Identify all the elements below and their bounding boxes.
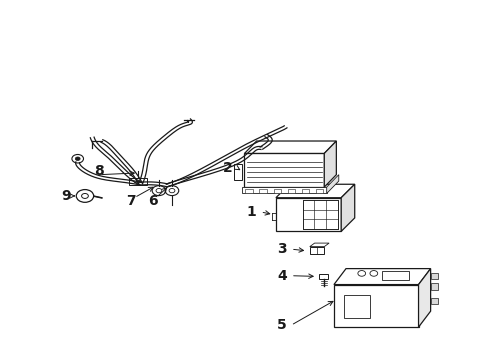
- Text: 3: 3: [277, 242, 286, 256]
- Polygon shape: [430, 298, 437, 304]
- Polygon shape: [233, 164, 242, 180]
- Bar: [245, 189, 253, 193]
- Bar: [129, 178, 146, 185]
- Text: 1: 1: [246, 205, 256, 219]
- Bar: [333, 284, 418, 327]
- Bar: [382, 271, 408, 280]
- Bar: [244, 153, 324, 187]
- Polygon shape: [309, 243, 328, 247]
- Text: 5: 5: [277, 318, 286, 332]
- Bar: [302, 200, 337, 229]
- Polygon shape: [341, 184, 354, 231]
- Polygon shape: [326, 175, 338, 193]
- Bar: [259, 189, 266, 193]
- Polygon shape: [275, 184, 354, 198]
- Polygon shape: [244, 141, 336, 153]
- Bar: [242, 187, 326, 193]
- Polygon shape: [324, 141, 336, 187]
- Polygon shape: [418, 269, 430, 327]
- Text: 7: 7: [126, 194, 136, 208]
- Text: 9: 9: [61, 189, 70, 203]
- Bar: [343, 295, 369, 318]
- Bar: [287, 189, 295, 193]
- Text: 8: 8: [94, 164, 104, 178]
- Polygon shape: [333, 269, 430, 284]
- Text: 2: 2: [222, 161, 232, 175]
- Bar: [315, 189, 323, 193]
- Bar: [275, 198, 341, 231]
- Bar: [319, 274, 327, 279]
- Polygon shape: [430, 283, 437, 290]
- Bar: [273, 189, 281, 193]
- Text: 6: 6: [147, 194, 157, 208]
- Circle shape: [75, 157, 80, 161]
- Polygon shape: [430, 273, 437, 279]
- Bar: [301, 189, 308, 193]
- Bar: [309, 247, 324, 255]
- Text: 4: 4: [277, 269, 286, 283]
